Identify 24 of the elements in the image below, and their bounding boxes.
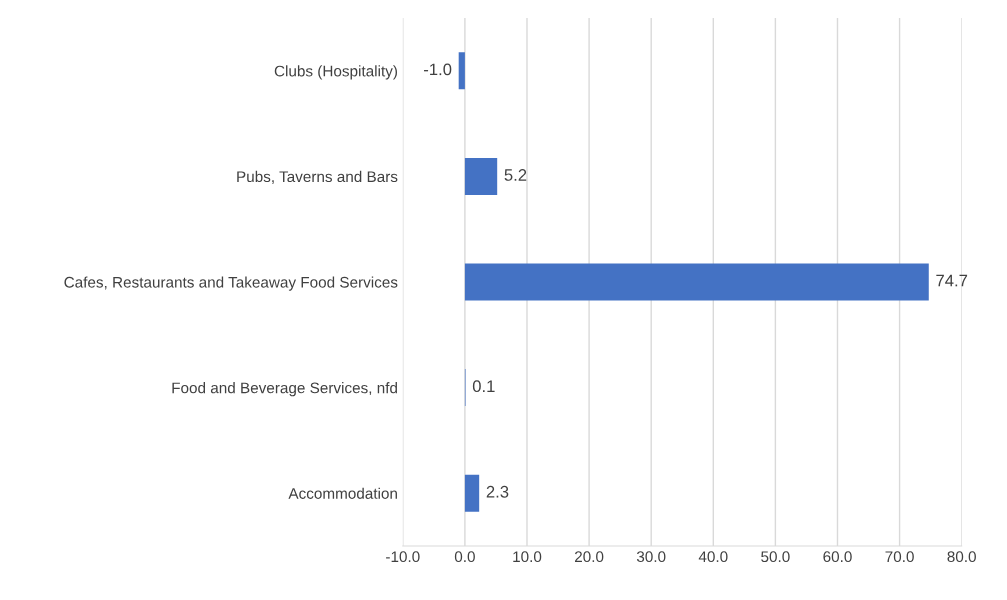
bar <box>458 52 465 90</box>
y-tick-label: Accommodation <box>288 487 397 499</box>
y-tick-label: Food and Beverage Services, nfd <box>172 382 397 397</box>
x-tick-label: 60.0 <box>823 551 852 563</box>
x-tick-label: 30.0 <box>636 551 666 563</box>
x-tick-label: 0.0 <box>454 551 475 563</box>
y-tick-label: Clubs (Hospitality) <box>274 65 397 80</box>
x-tick-label: 10.0 <box>513 551 542 563</box>
data-label: 74.7 <box>936 274 968 287</box>
bar <box>464 263 929 301</box>
bar <box>464 474 480 512</box>
data-label: 5.2 <box>504 169 527 181</box>
data-label: 0.1 <box>472 380 495 393</box>
data-label: 2.3 <box>486 485 509 498</box>
y-tick-label: Cafes, Restaurants and Takeaway Food Services <box>64 276 398 291</box>
x-tick-label: 50.0 <box>761 551 790 563</box>
x-tick-label: -10.0 <box>386 551 420 563</box>
bar <box>464 157 498 195</box>
y-tick-label: Pubs, Taverns and Bars <box>237 170 398 184</box>
x-tick-label: 80.0 <box>947 551 976 563</box>
x-tick-label: 40.0 <box>698 551 728 563</box>
data-label: -1.0 <box>424 63 452 76</box>
x-tick-label: 70.0 <box>885 551 914 563</box>
x-tick-label: 20.0 <box>575 551 604 563</box>
